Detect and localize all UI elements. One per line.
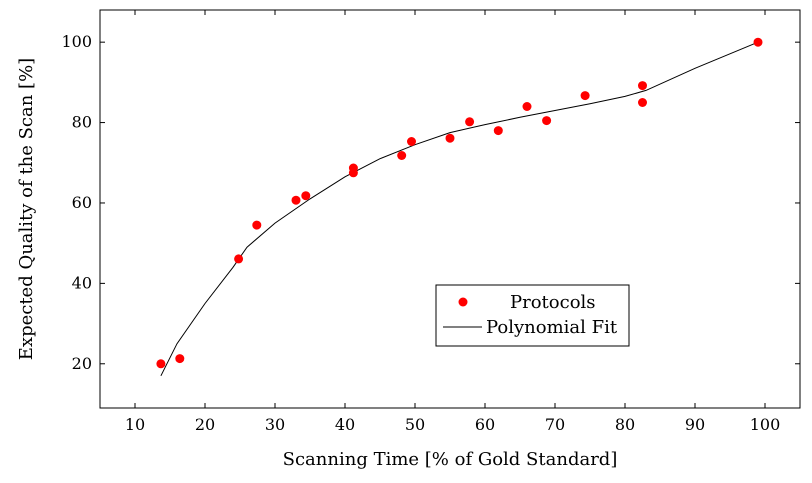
y-tick-label: 100	[61, 32, 92, 51]
legend-marker-protocols	[458, 297, 468, 307]
x-tick-label: 50	[405, 415, 425, 434]
protocol-point	[234, 254, 244, 264]
protocol-point	[638, 81, 647, 91]
y-tick-label: 60	[72, 193, 92, 212]
protocol-point	[580, 91, 590, 101]
x-tick-label: 10	[125, 415, 145, 434]
protocol-point	[156, 359, 166, 369]
protocol-point	[348, 163, 358, 173]
x-tick-label: 30	[265, 415, 285, 434]
x-tick-label: 60	[475, 415, 495, 434]
x-tick-label: 70	[545, 415, 565, 434]
x-tick-label: 80	[615, 415, 635, 434]
plot-frame	[99, 9, 801, 409]
protocol-point	[407, 137, 416, 146]
x-tick-label: 20	[195, 415, 215, 434]
legend-box	[435, 284, 630, 347]
protocol-point	[445, 133, 455, 143]
protocol-point	[301, 191, 311, 201]
legend: Protocols Polynomial Fit	[435, 284, 630, 347]
protocol-point	[542, 116, 552, 126]
protocol-point	[397, 151, 407, 160]
ticks: 10 20 30 40 50 60 70 80 90 100 20 40 60 80 100	[61, 10, 800, 434]
protocol-point	[522, 102, 532, 111]
protocol-point	[493, 126, 503, 136]
y-tick-label: 20	[72, 354, 92, 373]
x-axis-title: Scanning Time [% of Gold Standard]	[283, 449, 618, 470]
protocol-point	[252, 220, 262, 230]
protocol-point	[175, 354, 185, 364]
x-tick-label: 100	[750, 415, 781, 434]
polynomial-fit-line	[160, 41, 759, 377]
points-layer	[156, 37, 763, 369]
protocol-point	[753, 37, 763, 47]
y-tick-label: 80	[72, 113, 92, 132]
y-axis-title: Expected Quality of the Scan [%]	[16, 58, 37, 360]
legend-label-fit: Polynomial Fit	[486, 317, 618, 338]
x-tick-label: 90	[685, 415, 705, 434]
protocol-point	[465, 117, 475, 127]
legend-label-protocols: Protocols	[510, 292, 596, 313]
y-tick-label: 40	[72, 273, 92, 292]
protocol-point	[638, 98, 647, 107]
fit-line-layer	[160, 41, 759, 377]
x-tick-label: 40	[335, 415, 355, 434]
protocol-point	[291, 195, 301, 205]
